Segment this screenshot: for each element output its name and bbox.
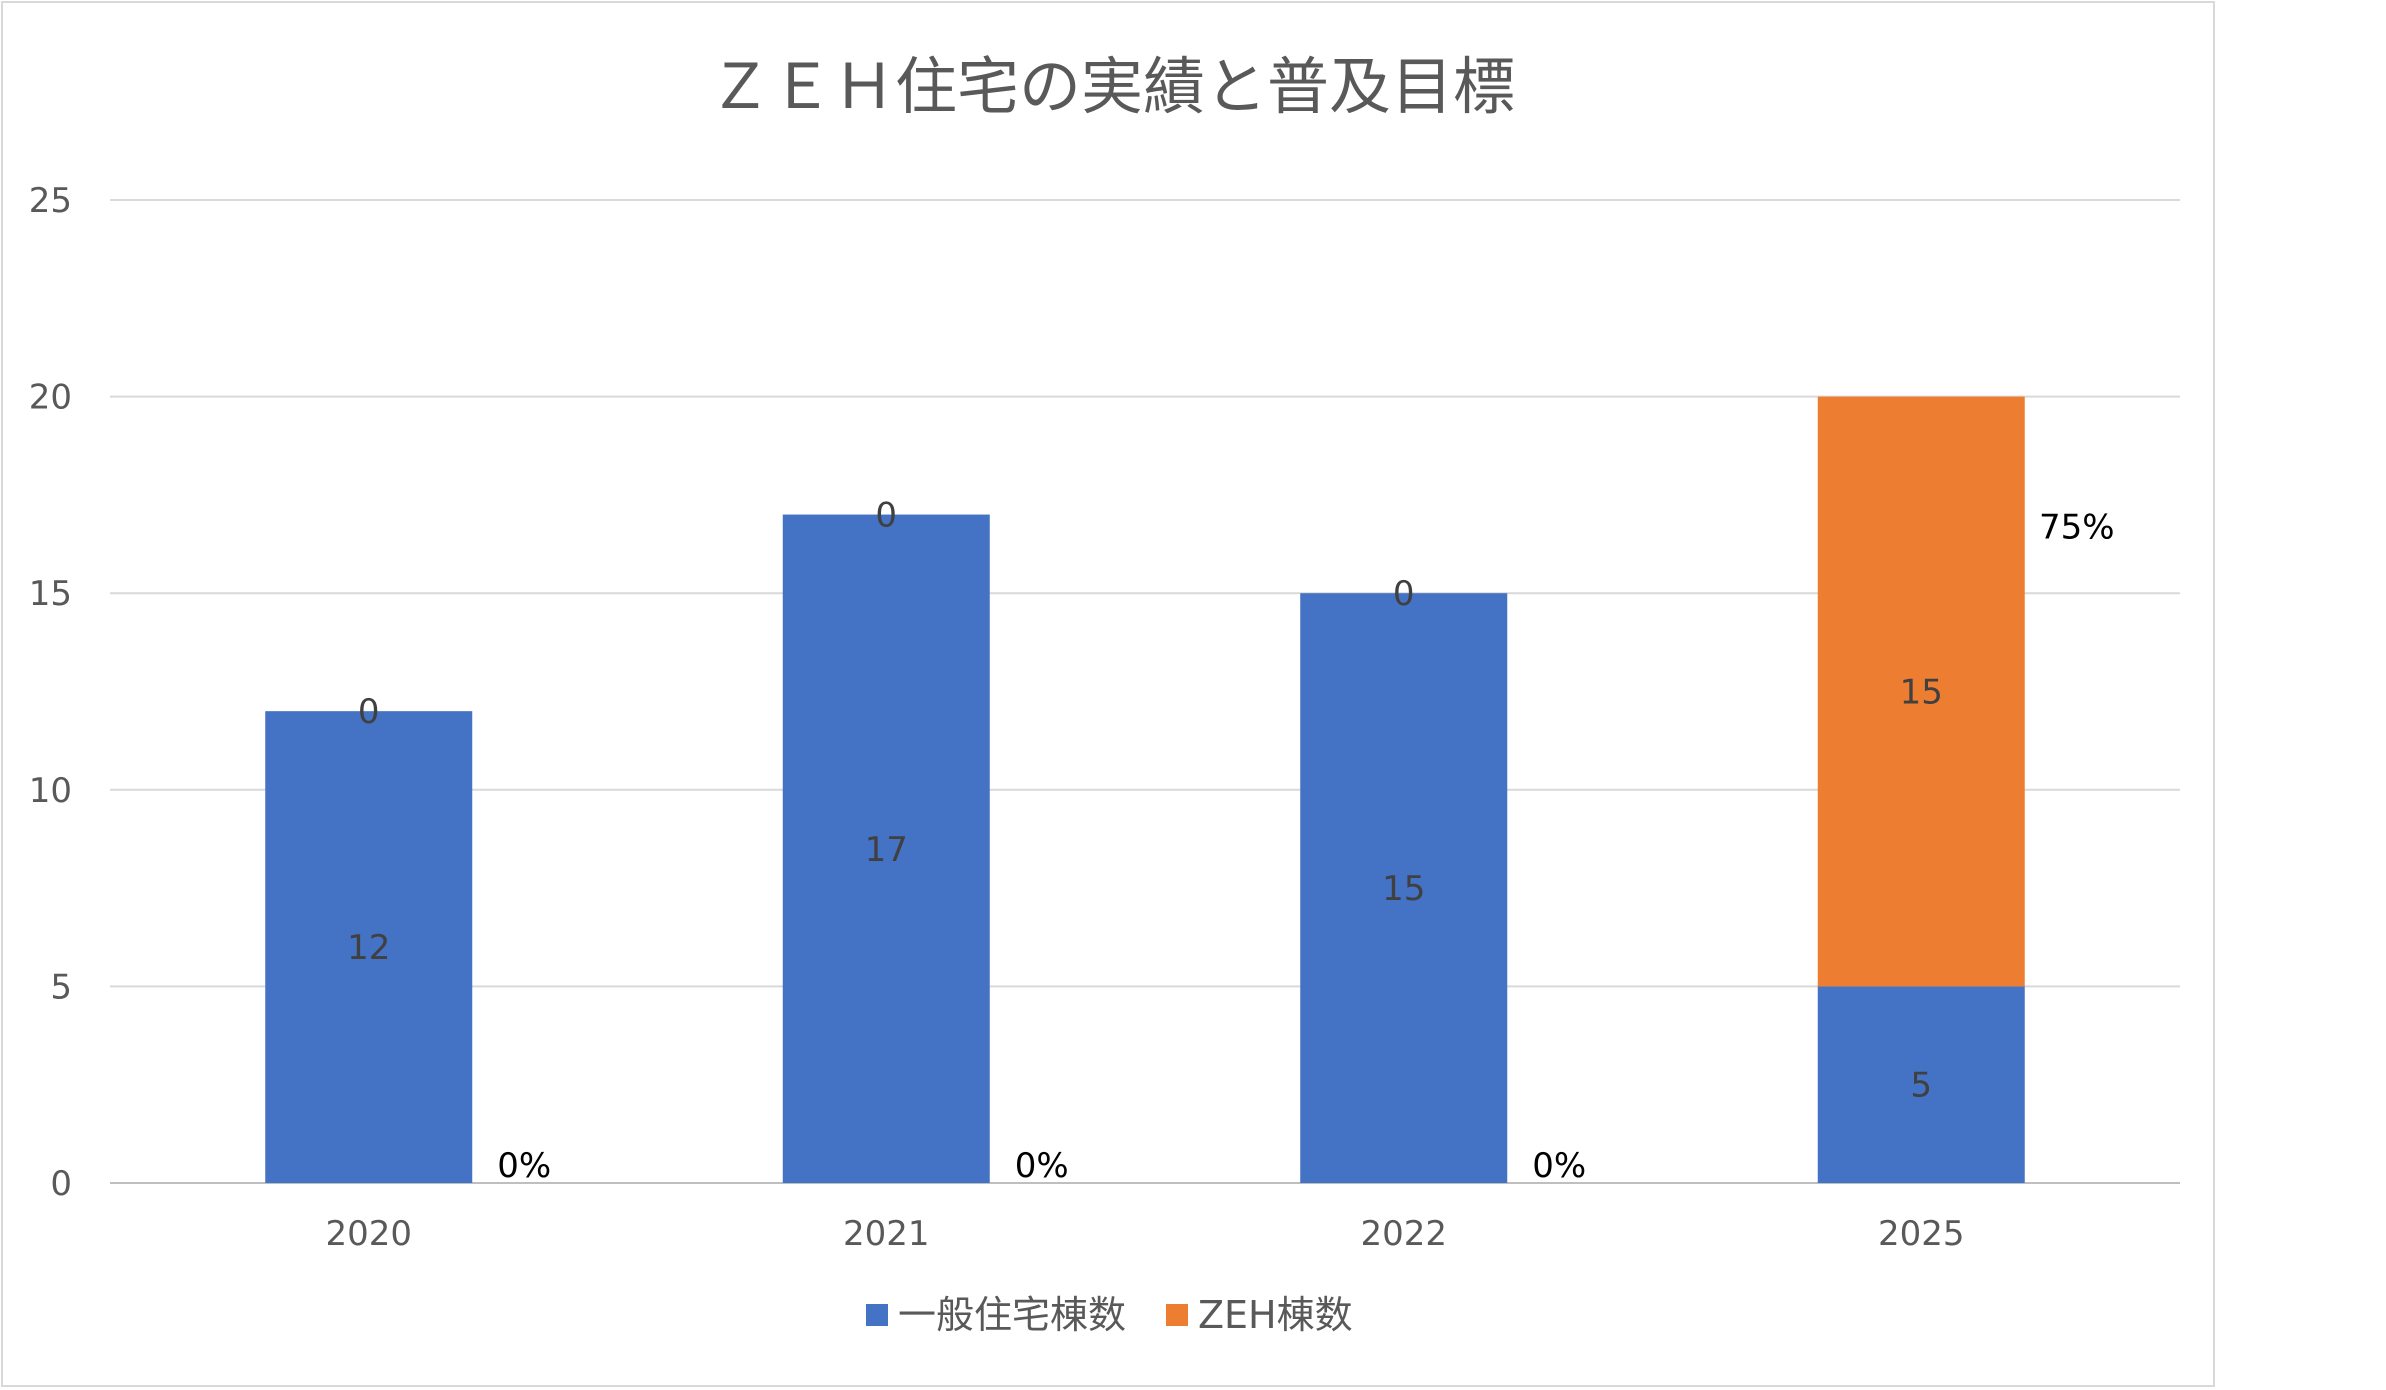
bar-2020-series-1 [265,711,473,1183]
y-tick-label-0: 0 [50,1164,72,1204]
x-tick-label-2020: 2020 [325,1214,412,1254]
x-tick-label-2025: 2025 [1878,1214,1965,1254]
bars [265,396,2025,1183]
y-tick-label-20: 20 [29,378,72,418]
legend-label-2: ZEH棟数 [1198,1293,1353,1337]
percent-label-2025: 75% [2039,507,2115,547]
bar-2021-series-1 [782,514,990,1183]
y-tick-label-15: 15 [29,574,72,614]
legend-swatch-1 [866,1304,888,1326]
x-axis-ticks: 2020 2021 2022 2025 [325,1214,1964,1254]
data-label-2020-series-1: 12 [347,928,390,968]
data-label-2020-series-2: 0 [358,692,380,732]
percent-label-2021: 0% [1015,1146,1069,1186]
legend: 一般住宅棟数 ZEH棟数 [866,1293,1353,1337]
chart-title: ＺＥＨ住宅の実績と普及目標 [709,50,1515,123]
data-label-2021-series-2: 0 [875,496,897,536]
bar-2025-series-2 [1817,396,2025,987]
data-label-2022-series-2: 0 [1393,574,1415,614]
y-tick-label-5: 5 [50,967,72,1007]
legend-swatch-2 [1166,1304,1188,1326]
x-tick-label-2022: 2022 [1360,1214,1447,1254]
bar-2022-series-1 [1300,593,1508,1183]
data-label-2022-series-1: 15 [1382,869,1425,909]
percent-label-2022: 0% [1532,1146,1586,1186]
y-tick-label-25: 25 [29,181,72,221]
data-label-2021-series-1: 17 [865,830,908,870]
x-tick-label-2021: 2021 [843,1214,930,1254]
data-labels: 12 0 0% 17 0 0% 15 0 0% 5 15 75% [347,496,2114,1186]
y-axis-ticks: 0 5 10 15 20 25 [29,181,72,1204]
bar-2025-series-1 [1817,986,2025,1183]
y-tick-label-10: 10 [29,771,72,811]
percent-label-2020: 0% [497,1146,551,1186]
data-label-2025-series-2: 15 [1900,673,1943,713]
data-label-2025-series-1: 5 [1910,1066,1932,1106]
legend-label-1: 一般住宅棟数 [898,1293,1126,1337]
